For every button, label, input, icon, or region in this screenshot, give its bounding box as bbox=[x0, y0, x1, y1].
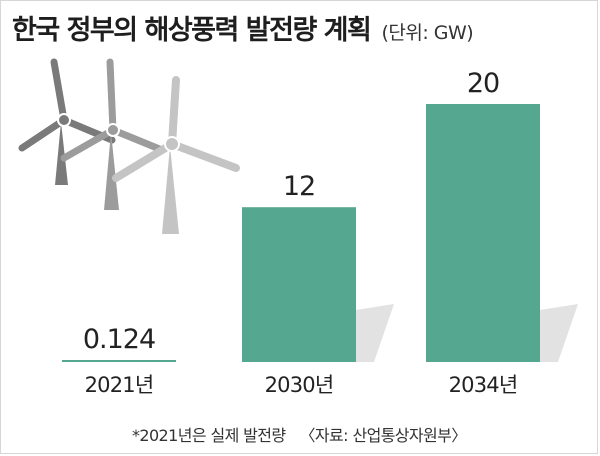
category-label: 2034년 bbox=[449, 373, 518, 397]
chart-title: 한국 정부의 해상풍력 발전량 계획 bbox=[12, 15, 372, 46]
bar-shadows bbox=[356, 304, 578, 362]
bar bbox=[62, 360, 176, 362]
category-label: 2030년 bbox=[265, 373, 334, 397]
footnote-text: *2021년은 실제 발전량 bbox=[132, 426, 286, 445]
bar-shadow bbox=[356, 304, 394, 362]
unit-label: (단위: GW) bbox=[381, 22, 474, 44]
value-label: 20 bbox=[467, 68, 499, 99]
bars bbox=[62, 104, 540, 362]
category-label: 2021년 bbox=[85, 373, 154, 397]
wind-turbine-icon bbox=[112, 76, 240, 234]
value-label: 0.124 bbox=[83, 324, 155, 355]
category-labels: 2021년 2030년 2034년 bbox=[85, 373, 519, 397]
bar-shadow bbox=[540, 304, 578, 362]
value-labels: 0.124 12 20 bbox=[83, 68, 500, 355]
title-row: 한국 정부의 해상풍력 발전량 계획 (단위: GW) bbox=[12, 8, 474, 47]
bar bbox=[426, 104, 540, 362]
source-text: 〈자료: 산업통상자원부〉 bbox=[299, 426, 468, 445]
bar bbox=[242, 207, 356, 362]
wind-turbine-icon bbox=[18, 58, 116, 185]
wind-turbines bbox=[18, 58, 240, 234]
value-label: 12 bbox=[283, 171, 315, 202]
wind-turbine-icon bbox=[60, 58, 166, 210]
footnote: *2021년은 실제 발전량 〈자료: 산업통상자원부〉 bbox=[132, 422, 467, 446]
